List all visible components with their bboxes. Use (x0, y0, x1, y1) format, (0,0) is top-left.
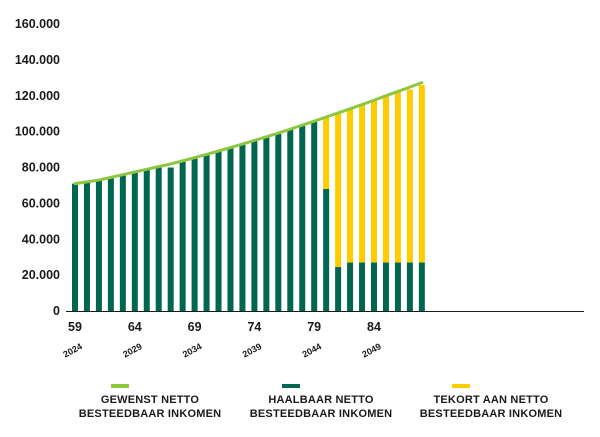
bar-haalbaar (191, 157, 198, 311)
x-tick-label: 69 (188, 320, 202, 334)
year-tick-label: 2034 (181, 341, 203, 359)
bar-haalbaar (107, 178, 114, 311)
bar-haalbaar (418, 262, 425, 311)
bar-haalbaar (167, 167, 174, 311)
bar-tekort (323, 117, 330, 190)
y-tick-label: 160.000 (15, 17, 60, 31)
bar-tekort (347, 109, 354, 263)
year-tick-label: 2039 (241, 341, 263, 359)
bar-haalbaar (203, 154, 210, 311)
bar-haalbaar (72, 183, 78, 311)
legend-label-haalbaar: HAALBAAR NETTO BESTEEDBAAR INKOMEN (249, 394, 393, 420)
bar-haalbaar (227, 147, 234, 311)
x-tick-label: 64 (128, 320, 142, 334)
y-tick-label: 100.000 (15, 125, 60, 139)
bar-tekort (335, 112, 342, 268)
y-tick-label: 140.000 (15, 53, 60, 67)
x-tick-label: 84 (367, 320, 381, 334)
y-tick-label: 20.000 (22, 268, 60, 282)
legend-label-gewenst: GEWENST NETTO BESTEEDBAAR INKOMEN (78, 394, 222, 420)
y-tick-label: 0 (53, 304, 60, 318)
x-tick-label: 74 (247, 320, 261, 334)
bar-haalbaar (155, 167, 162, 311)
bar-haalbaar (119, 175, 126, 311)
y-tick-label: 80.000 (22, 161, 60, 175)
legend-swatch-tekort (452, 384, 470, 388)
bar-haalbaar (323, 189, 330, 311)
bar-haalbaar (394, 262, 401, 311)
bar-tekort (418, 84, 425, 263)
x-tick-label: 79 (307, 320, 321, 334)
y-tick-label: 40.000 (22, 232, 60, 246)
legend-swatch-gewenst (111, 384, 129, 388)
bar-haalbaar (406, 262, 413, 311)
y-tick-label: 60.000 (22, 196, 60, 210)
year-tick-label: 2024 (61, 341, 83, 359)
bar-haalbaar (382, 262, 389, 311)
bar-tekort (406, 89, 413, 263)
bar-haalbaar (335, 267, 342, 311)
bar-tekort (394, 91, 401, 263)
bar-haalbaar (131, 171, 138, 311)
bar-haalbaar (95, 180, 102, 311)
bar-haalbaar (263, 137, 270, 311)
x-tick-label: 59 (68, 320, 82, 334)
bar-haalbaar (287, 128, 294, 311)
bar-haalbaar (275, 132, 282, 311)
bar-tekort (382, 95, 389, 263)
bar-tekort (359, 104, 366, 263)
bar-haalbaar (311, 121, 318, 312)
legend: GEWENST NETTO BESTEEDBAAR INKOMEN HAALBA… (0, 381, 600, 431)
bar-haalbaar (143, 169, 150, 311)
bar-haalbaar (83, 181, 90, 311)
line-gewenst (73, 81, 424, 186)
year-tick-label: 2029 (121, 341, 143, 359)
bar-haalbaar (239, 144, 246, 311)
bar-haalbaar (251, 140, 258, 311)
bar-haalbaar (359, 262, 366, 311)
bar-haalbaar (215, 150, 222, 311)
bar-haalbaar (179, 161, 186, 311)
y-tick-label: 120.000 (15, 89, 60, 103)
legend-swatch-haalbaar (282, 384, 300, 388)
year-tick-label: 2044 (301, 341, 323, 359)
bar-haalbaar (347, 262, 354, 311)
year-tick-label: 2049 (360, 341, 382, 359)
legend-label-tekort: TEKORT AAN NETTO BESTEEDBAAR INKOMEN (419, 394, 563, 420)
bar-haalbaar (299, 125, 306, 311)
bar-haalbaar (371, 262, 377, 311)
bar-tekort (371, 100, 377, 263)
